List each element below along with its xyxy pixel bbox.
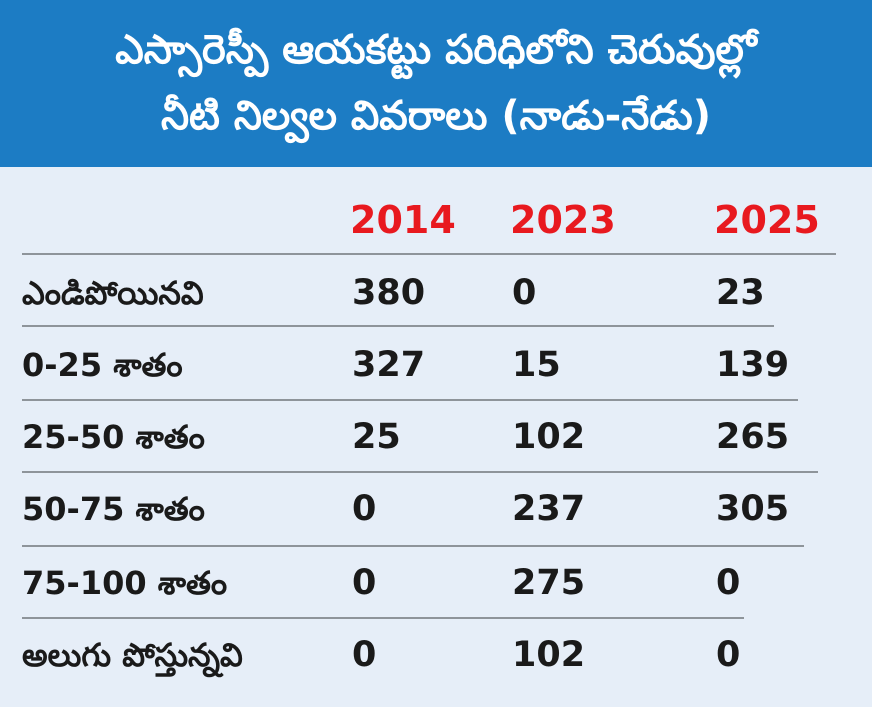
cell-2014: 380 [352,273,426,313]
row-label: 25-50 శాతం [22,418,205,456]
row-label: అలుగు పోస్తున్నవి [22,636,243,674]
cell-2014: 0 [352,563,377,603]
cell-2014: 0 [352,489,377,529]
row-divider [22,399,798,401]
row-label: ఎండిపోయినవి [22,274,204,312]
row-divider [22,471,818,473]
row-label: 0-25 శాతం [22,346,183,384]
cell-2025: 305 [716,489,790,529]
row-label: 50-75 శాతం [22,490,205,528]
cell-2023: 0 [512,273,537,313]
cell-2025: 0 [716,635,741,675]
title-line-2: నీటి నిల్వల వివరాలు (నాడు-నేడు) [160,93,712,139]
cell-2014: 327 [352,345,426,385]
cell-2023: 102 [512,417,586,457]
row-divider [22,617,744,619]
cell-2025: 23 [716,273,765,313]
header-divider [22,253,836,255]
cell-2023: 102 [512,635,586,675]
cell-2023: 275 [512,563,586,603]
cell-2025: 139 [716,345,790,385]
row-divider [22,325,774,327]
column-header-2025: 2025 [714,198,820,242]
cell-2025: 265 [716,417,790,457]
cell-2025: 0 [716,563,741,603]
cell-2014: 25 [352,417,401,457]
cell-2023: 237 [512,489,586,529]
row-divider [22,545,804,547]
row-label: 75-100 శాతం [22,564,228,602]
title-banner: ఎస్సారెస్పీ ఆయకట్టు పరిధిలోని చెరువుల్లో… [0,0,872,167]
cell-2014: 0 [352,635,377,675]
cell-2023: 15 [512,345,561,385]
column-header-2014: 2014 [350,198,456,242]
column-header-2023: 2023 [510,198,616,242]
title-line-1: ఎస్సారెస్పీ ఆయకట్టు పరిధిలోని చెరువుల్లో [115,27,757,73]
